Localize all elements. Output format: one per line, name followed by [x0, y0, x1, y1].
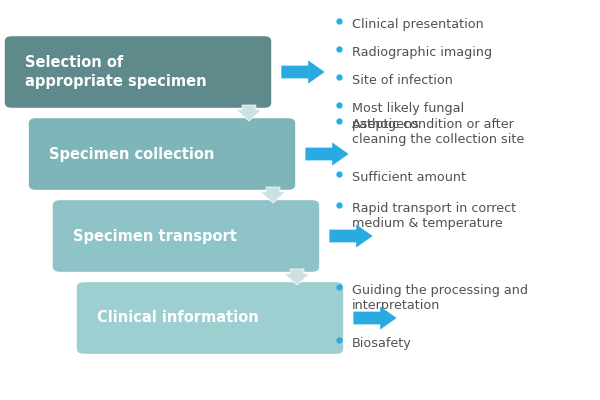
FancyBboxPatch shape: [5, 36, 271, 108]
Polygon shape: [281, 60, 325, 84]
Polygon shape: [284, 269, 310, 285]
FancyBboxPatch shape: [29, 118, 295, 190]
Text: Biosafety: Biosafety: [352, 337, 412, 350]
Text: Guiding the processing and
interpretation: Guiding the processing and interpretatio…: [352, 284, 528, 312]
Text: Radiographic imaging: Radiographic imaging: [352, 46, 493, 59]
Text: Clinical presentation: Clinical presentation: [352, 18, 484, 31]
Text: Clinical information: Clinical information: [97, 310, 259, 326]
FancyBboxPatch shape: [77, 282, 343, 354]
Polygon shape: [329, 224, 373, 248]
Text: Aseptic condition or after
cleaning the collection site: Aseptic condition or after cleaning the …: [352, 118, 524, 146]
Text: Specimen transport: Specimen transport: [73, 228, 237, 244]
Text: Sufficient amount: Sufficient amount: [352, 171, 466, 184]
Text: Specimen collection: Specimen collection: [49, 146, 215, 162]
Polygon shape: [236, 105, 262, 121]
Text: Most likely fungal
pathogens: Most likely fungal pathogens: [352, 102, 464, 130]
Polygon shape: [305, 142, 349, 166]
Text: Site of infection: Site of infection: [352, 74, 453, 87]
Polygon shape: [353, 306, 397, 330]
Text: Rapid transport in correct
medium & temperature: Rapid transport in correct medium & temp…: [352, 202, 517, 230]
Text: Selection of
appropriate specimen: Selection of appropriate specimen: [25, 55, 207, 89]
FancyBboxPatch shape: [53, 200, 319, 272]
Polygon shape: [260, 187, 286, 203]
